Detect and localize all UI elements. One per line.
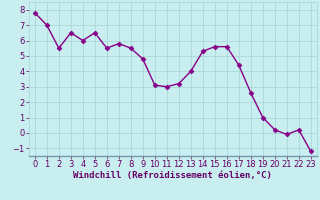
- X-axis label: Windchill (Refroidissement éolien,°C): Windchill (Refroidissement éolien,°C): [73, 171, 272, 180]
